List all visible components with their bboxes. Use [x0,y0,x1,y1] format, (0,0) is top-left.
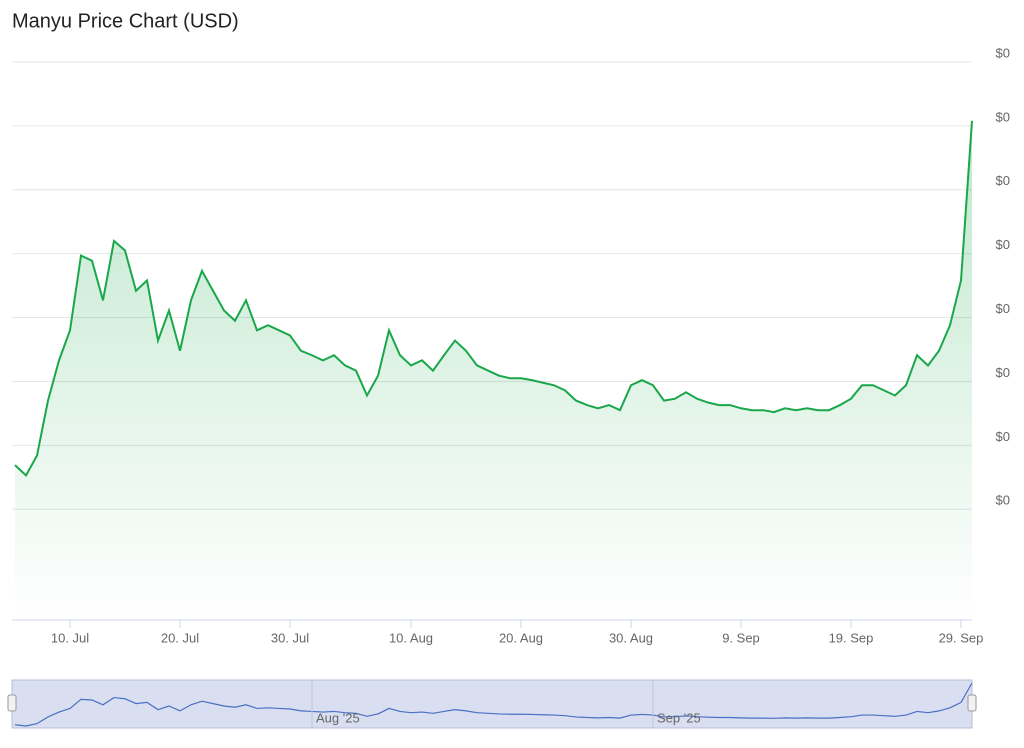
y-tick-label: $0 [996,173,1010,188]
y-tick-label: $0 [996,237,1010,252]
navigator-handle [7,694,17,712]
x-tick-label: 29. Sep [939,630,984,645]
navigator-handle [967,694,977,712]
y-tick-label: $0 [996,301,1010,316]
x-tick-label: 30. Aug [609,630,653,645]
y-tick-label: $0 [996,493,1010,508]
navigator-label: Aug '25 [316,710,360,725]
x-tick-label: 30. Jul [271,630,309,645]
x-tick-label: 10. Aug [389,630,433,645]
area [15,120,972,620]
x-tick-label: 10. Jul [51,630,89,645]
price-line [14,120,973,477]
y-tick-label: $0 [996,365,1010,380]
y-tick-label: $0 [996,429,1010,444]
navigator [11,679,973,729]
navigator-line [14,682,973,727]
navigator-label: Sep '25 [657,710,701,725]
x-tick-label: 19. Sep [829,630,874,645]
x-tick-label: 20. Aug [499,630,543,645]
x-tick-label: 9. Sep [722,630,760,645]
x-tick-label: 20. Jul [161,630,199,645]
y-tick-label: $0 [996,45,1010,60]
y-tick-label: $0 [996,109,1010,124]
chart-title: Manyu Price Chart (USD) [12,10,239,32]
